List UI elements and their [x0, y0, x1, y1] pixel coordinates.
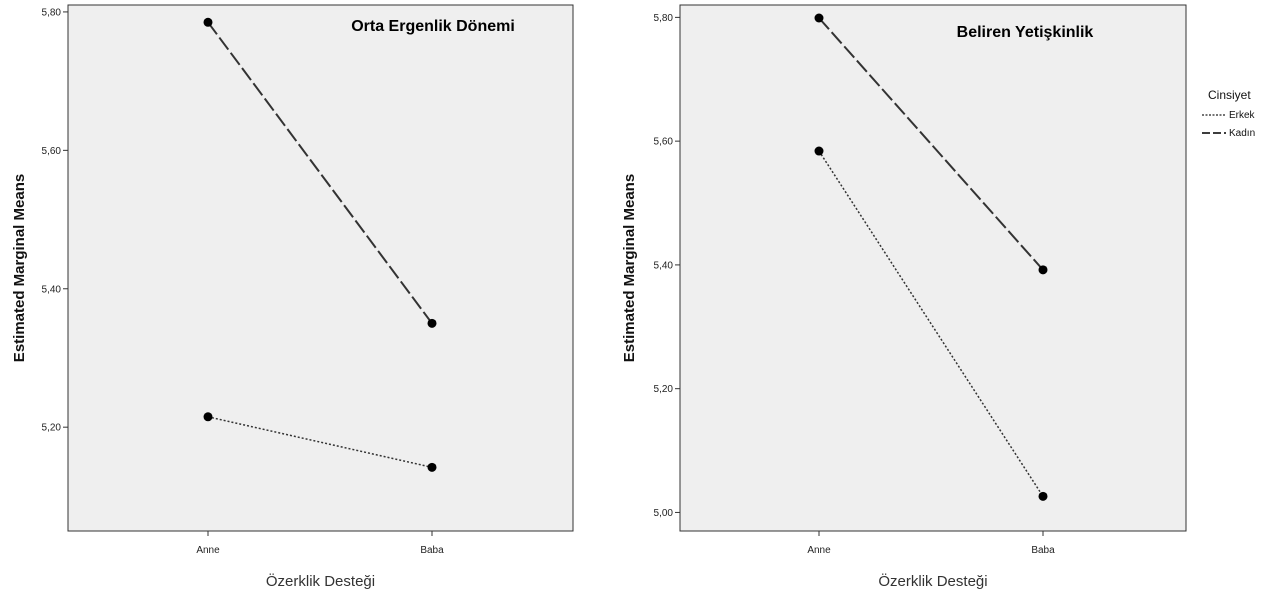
chart-panel-2: 5,00 5,20 5,40 5,60 5,80 Anne Baba Beliren Yeti…	[621, 4, 1187, 590]
chart-panel-1: 5,20 5,40 5,60 5,80 Anne Baba Orta Ergenlik Dö…	[11, 4, 574, 590]
y-tick-label: 5,40	[42, 284, 62, 295]
x-axis-label: Özerklik Desteği	[266, 572, 375, 590]
x-tick-label: Baba	[1031, 545, 1055, 556]
y-axis-label: Estimated Marginal Means	[11, 174, 28, 362]
data-point-kadın	[203, 17, 213, 27]
legend: Cinsiyet Erkek Kadın	[1202, 88, 1256, 139]
data-point-kadın	[1038, 265, 1048, 275]
data-point-kadın	[427, 318, 437, 328]
data-point-kadın	[814, 13, 824, 23]
legend-item-kadın: Kadın	[1229, 128, 1255, 139]
x-tick-label: Baba	[420, 545, 444, 556]
legend-title: Cinsiyet	[1208, 88, 1251, 102]
y-tick-label: 5,80	[42, 7, 62, 18]
data-point-erkek	[1038, 491, 1048, 501]
plot-area	[679, 4, 1187, 532]
series-line-kadın	[818, 17, 1044, 271]
chart-title: Beliren Yetişkinlik	[957, 24, 1094, 41]
y-tick-label: 5,20	[42, 423, 62, 434]
series-line-erkek	[818, 150, 1044, 497]
y-tick-label: 5,80	[654, 13, 674, 24]
data-point-erkek	[427, 462, 437, 472]
legend-item-erkek: Erkek	[1229, 110, 1256, 121]
data-point-erkek	[814, 146, 824, 156]
series-line-kadın	[207, 21, 433, 324]
y-axis-label: Estimated Marginal Means	[621, 174, 638, 362]
y-tick-label: 5,20	[654, 384, 674, 395]
chart-title: Orta Ergenlik Dönemi	[351, 18, 515, 35]
y-tick-label: 5,40	[654, 260, 674, 271]
y-tick-label: 5,60	[42, 146, 62, 157]
y-tick-label: 5,60	[654, 137, 674, 148]
y-tick-label: 5,00	[654, 508, 674, 519]
x-axis-label: Özerklik Desteği	[878, 572, 987, 590]
data-point-erkek	[203, 412, 213, 422]
plot-area	[67, 4, 574, 532]
x-tick-label: Anne	[196, 545, 220, 556]
x-tick-label: Anne	[807, 545, 831, 556]
